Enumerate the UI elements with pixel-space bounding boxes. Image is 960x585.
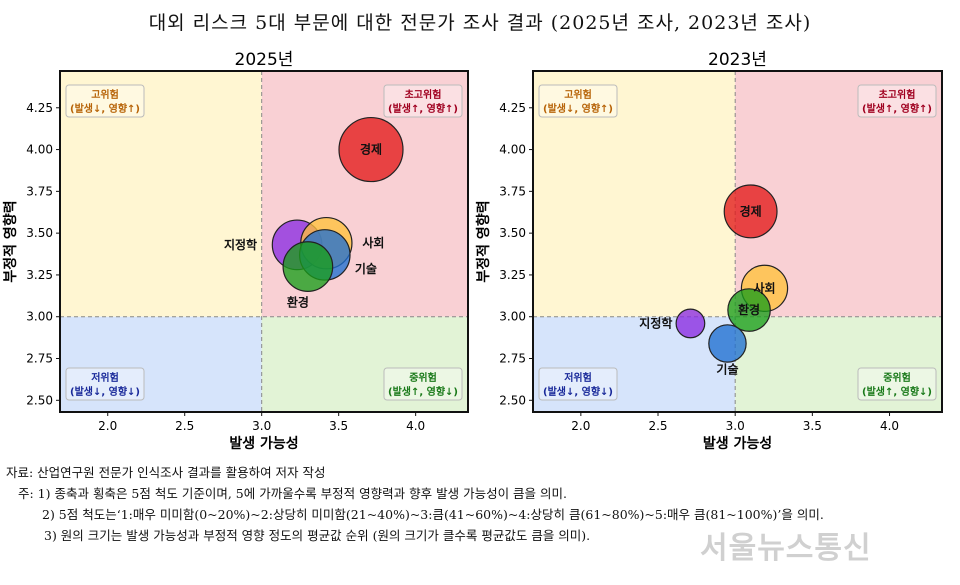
quadrant-label-title: 고위험	[564, 88, 592, 101]
x-tick-label: 3.0	[252, 419, 271, 433]
quadrant-label-title: 중위험	[883, 371, 911, 384]
y-tick-label: 3.75	[499, 184, 526, 198]
chart-2025년: 고위험(발생↓, 영향↑) 초고위험(발생↑, 영향↑) 저위험(발생↓, 영향↓)…	[2, 50, 469, 452]
bubble-label: 환경	[738, 302, 760, 317]
bubble-label: 기술	[355, 261, 377, 276]
x-tick-label: 3.5	[329, 419, 348, 433]
bubble-label: 환경	[287, 295, 309, 310]
y-tick-label: 4.25	[26, 101, 53, 115]
x-tick-label: 4.0	[406, 419, 425, 433]
note-2: 2) 5점 척도는‘1:매우 미미함(0~20%)~2:상당히 미미함(21~4…	[42, 507, 824, 522]
quadrant-label-sub: (발생↓, 영향↓)	[70, 385, 140, 398]
source-note: 자료: 산업연구원 전문가 인식조사 결과를 활용하여 저자 작성	[6, 465, 326, 480]
quadrant-label-sub: (발생↓, 영향↑)	[70, 102, 140, 115]
quadrant-label-sub: (발생↓, 영향↓)	[543, 385, 613, 398]
bubble-경제	[338, 116, 404, 183]
chart-2023년: 고위험(발생↓, 영향↑) 초고위험(발생↑, 영향↑) 저위험(발생↓, 영향↓)…	[475, 50, 943, 452]
y-tick-label: 3.25	[26, 268, 53, 282]
quadrant-label-box	[383, 367, 463, 401]
x-tick-label: 4.0	[880, 419, 899, 433]
bubble-경제	[723, 184, 778, 239]
bubble-label: 사회	[362, 235, 384, 250]
bubble-환경	[282, 241, 334, 292]
y-tick-label: 4.00	[26, 143, 53, 157]
quadrant-label-sub: (발생↓, 영향↑)	[543, 102, 613, 115]
y-tick-label: 3.75	[26, 184, 53, 198]
quadrant-label-box	[65, 84, 145, 118]
quadrant-label-title: 초고위험	[879, 88, 916, 101]
y-tick-label: 4.00	[499, 143, 526, 157]
y-tick-label: 3.00	[499, 310, 526, 324]
quadrant-label-box	[857, 84, 937, 118]
y-tick-label: 2.50	[499, 393, 526, 407]
x-tick-label: 3.5	[803, 419, 822, 433]
note-1: 주: 1) 종축과 횡축은 5점 척도 기준이며, 5에 가까울수록 부정적 영…	[18, 486, 567, 501]
bubble-label: 사회	[753, 280, 775, 295]
quadrant-label-box	[538, 367, 618, 401]
quadrant-label-title: 초고위험	[405, 88, 442, 101]
quadrant-high	[60, 71, 262, 317]
axes-frame	[59, 70, 469, 413]
x-tick-label: 3.0	[726, 419, 745, 433]
bubble-label: 경제	[740, 204, 762, 218]
watermark: 서울뉴스통신	[700, 531, 872, 566]
chart-title: 2023년	[708, 50, 767, 70]
x-tick-label: 2.5	[648, 419, 667, 433]
notes: 자료: 산업연구원 전문가 인식조사 결과를 활용하여 저자 작성 주: 1) …	[6, 462, 824, 546]
y-tick-label: 2.75	[26, 352, 53, 366]
bubble-label: 경제	[360, 143, 382, 157]
note-3: 3) 원의 크기는 발생 가능성과 부정적 영향 정도의 평균값 순위 (원의 …	[44, 528, 591, 543]
y-tick-label: 3.50	[26, 226, 53, 240]
bubble-기술	[708, 324, 747, 363]
x-axis-label: 발생 가능성	[229, 435, 298, 452]
quadrant-label-title: 저위험	[564, 371, 592, 384]
quadrant-label-box	[857, 367, 937, 401]
y-tick-label: 2.75	[499, 352, 526, 366]
quadrant-label-box	[65, 367, 145, 401]
quadrant-medium	[735, 316, 942, 412]
quadrant-high	[533, 71, 736, 317]
bubble-label: 기술	[716, 361, 738, 376]
quadrant-label-sub: (발생↑, 영향↓)	[862, 385, 932, 398]
y-axis-label: 부정적 영향력	[475, 200, 492, 282]
y-axis-label: 부정적 영향력	[2, 200, 19, 282]
quadrant-label-box	[538, 84, 618, 118]
axes-frame	[532, 70, 943, 413]
main-title: 대외 리스크 5대 부문에 대한 전문가 조사 결과 (2025년 조사, 20…	[148, 12, 812, 34]
quadrant-label-sub: (발생↑, 영향↑)	[388, 102, 458, 115]
y-tick-label: 4.25	[499, 101, 526, 115]
x-axis-label: 발생 가능성	[703, 435, 772, 452]
quadrant-label-title: 저위험	[91, 371, 119, 384]
x-tick-label: 2.5	[175, 419, 194, 433]
x-tick-label: 2.0	[98, 419, 117, 433]
quadrant-low	[60, 316, 262, 412]
y-tick-label: 3.50	[499, 226, 526, 240]
quadrant-label-title: 중위험	[409, 371, 437, 384]
bubble-label: 지정학	[639, 315, 672, 330]
y-tick-label: 3.00	[26, 310, 53, 324]
chart-title: 2025년	[235, 50, 294, 70]
quadrant-medium	[261, 316, 468, 412]
bubble-환경	[727, 288, 771, 332]
quadrant-label-sub: (발생↑, 영향↓)	[388, 385, 458, 398]
y-tick-label: 3.25	[499, 268, 526, 282]
quadrant-label-box	[383, 84, 463, 118]
quadrant-label-sub: (발생↑, 영향↑)	[862, 102, 932, 115]
charts: 고위험(발생↓, 영향↑)초고위험(발생↑, 영향↑)저위험(발생↓, 영향↓)…	[2, 50, 943, 452]
quadrant-label-title: 고위험	[91, 88, 119, 101]
bubble-지정학	[675, 308, 706, 339]
y-tick-label: 2.50	[26, 393, 53, 407]
bubble-label: 지정학	[224, 237, 257, 252]
x-tick-label: 2.0	[571, 419, 590, 433]
